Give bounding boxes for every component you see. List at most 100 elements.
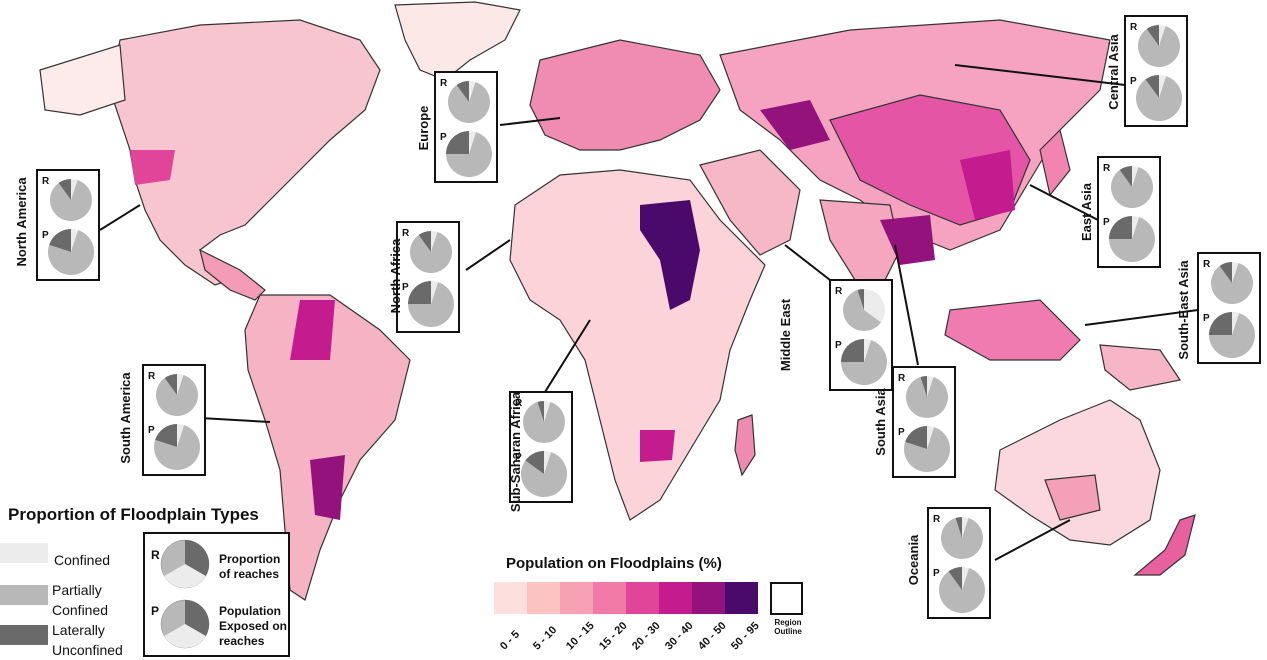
pie-chart bbox=[448, 81, 491, 124]
pie-slice bbox=[906, 377, 948, 418]
legend-label-confined: Confined bbox=[54, 552, 111, 568]
pie-legend-p: P bbox=[151, 604, 160, 618]
pie-slice bbox=[408, 281, 431, 304]
pie-slice bbox=[939, 568, 986, 614]
pie-slice bbox=[525, 451, 544, 474]
pie-slice bbox=[1232, 262, 1239, 283]
pie-slice bbox=[1138, 26, 1180, 67]
region-p-label: P bbox=[898, 427, 905, 438]
scale-swatch bbox=[626, 582, 659, 614]
scale-swatch bbox=[494, 582, 527, 614]
pie-legend-reaches-text: Proportion of reaches bbox=[219, 552, 281, 581]
pie-chart bbox=[1209, 312, 1255, 358]
pie-slice bbox=[47, 230, 94, 275]
swatch-laterally-unconfined bbox=[0, 625, 48, 645]
pie-chart bbox=[1111, 166, 1153, 208]
region-p-label: P bbox=[440, 132, 447, 143]
pie-slice bbox=[1211, 263, 1253, 304]
region-p-label: P bbox=[835, 340, 842, 351]
region-r-label: R bbox=[1130, 22, 1138, 33]
pie-slice bbox=[1119, 166, 1132, 187]
region-p-label: P bbox=[1203, 313, 1210, 324]
pie-slice bbox=[50, 180, 93, 221]
scale-swatch bbox=[692, 582, 725, 614]
pie-slice bbox=[155, 424, 177, 447]
region-r-label: R bbox=[148, 371, 156, 382]
region-p-label: P bbox=[1130, 76, 1137, 87]
pie-slice bbox=[955, 517, 962, 538]
swatch-partially-confined bbox=[0, 585, 48, 605]
pie-slice bbox=[1219, 262, 1232, 283]
pie-slice bbox=[1109, 217, 1156, 263]
alaska bbox=[39, 44, 126, 116]
south-america bbox=[244, 294, 411, 601]
pie-slice bbox=[1209, 312, 1232, 335]
legend-label-partially-confined: Partially Confined bbox=[52, 582, 109, 618]
region-p-label: P bbox=[402, 282, 409, 293]
pie-chart bbox=[408, 281, 454, 328]
pie-legend-population-text: Population Exposed on reaches bbox=[219, 604, 288, 648]
scale-swatch bbox=[593, 582, 626, 614]
pie-slice bbox=[431, 281, 439, 304]
region-label: Sub-Saharan Africa bbox=[508, 391, 523, 512]
region-p-label: P bbox=[1103, 217, 1110, 228]
pie-chart bbox=[50, 179, 93, 221]
pie-slice bbox=[544, 401, 551, 422]
pie-slice bbox=[156, 375, 199, 416]
pie-slice bbox=[431, 231, 438, 252]
pie-chart bbox=[841, 339, 888, 386]
region-r-label: R bbox=[440, 78, 448, 89]
region-p-label: P bbox=[148, 425, 155, 436]
australia-south bbox=[1044, 474, 1101, 521]
pie-slice bbox=[941, 518, 984, 559]
pie-slice bbox=[418, 231, 431, 252]
pie-chart bbox=[47, 229, 94, 275]
pie-slice bbox=[177, 374, 184, 395]
pie-chart bbox=[156, 374, 199, 416]
floodplain-legend-title: Proportion of Floodplain Types bbox=[8, 505, 259, 524]
pie-slice bbox=[446, 132, 492, 177]
pie-slice bbox=[1159, 75, 1167, 98]
pie-slice bbox=[154, 425, 201, 471]
greenland bbox=[394, 1, 521, 81]
pie-chart bbox=[843, 289, 885, 331]
region-label: North America bbox=[14, 177, 29, 267]
pie-slice bbox=[927, 376, 934, 397]
pie-chart bbox=[446, 131, 492, 177]
pie-chart bbox=[1109, 216, 1156, 263]
indonesia bbox=[944, 299, 1081, 361]
pie-slice bbox=[841, 339, 864, 362]
region-label: South-East Asia bbox=[1176, 260, 1191, 360]
region-label: East Asia bbox=[1079, 182, 1094, 241]
pie-slice bbox=[410, 232, 453, 274]
new-zealand bbox=[1133, 514, 1196, 576]
pie-slice bbox=[58, 179, 71, 200]
pie-chart bbox=[410, 231, 453, 274]
pie-chart bbox=[1138, 25, 1180, 67]
europe bbox=[529, 39, 721, 151]
pie-slice bbox=[1209, 313, 1255, 358]
pie-slice bbox=[857, 289, 864, 310]
pie-slice bbox=[49, 229, 71, 252]
pie-slice bbox=[177, 424, 185, 447]
pie-slice bbox=[1146, 25, 1159, 46]
pie-slice bbox=[446, 131, 469, 154]
pie-chart bbox=[521, 451, 567, 498]
pie-chart bbox=[903, 426, 950, 472]
africa bbox=[509, 169, 766, 521]
pie-slice bbox=[521, 452, 567, 498]
region-p-label: P bbox=[933, 568, 940, 579]
region-r-label: R bbox=[1103, 163, 1111, 174]
pie-slice bbox=[537, 401, 544, 422]
pie-slice bbox=[905, 426, 927, 449]
pie-slice bbox=[927, 426, 935, 449]
central-america bbox=[199, 248, 266, 301]
pie-slice bbox=[1145, 75, 1159, 98]
region-r-label: R bbox=[933, 514, 941, 525]
region-label: North Africa bbox=[388, 238, 403, 313]
region-p-label: P bbox=[42, 230, 49, 241]
pie-slice bbox=[71, 179, 78, 200]
pie-legend-box: R P Proportion of reaches Population Exp… bbox=[143, 532, 290, 657]
pie-slice bbox=[469, 131, 477, 154]
